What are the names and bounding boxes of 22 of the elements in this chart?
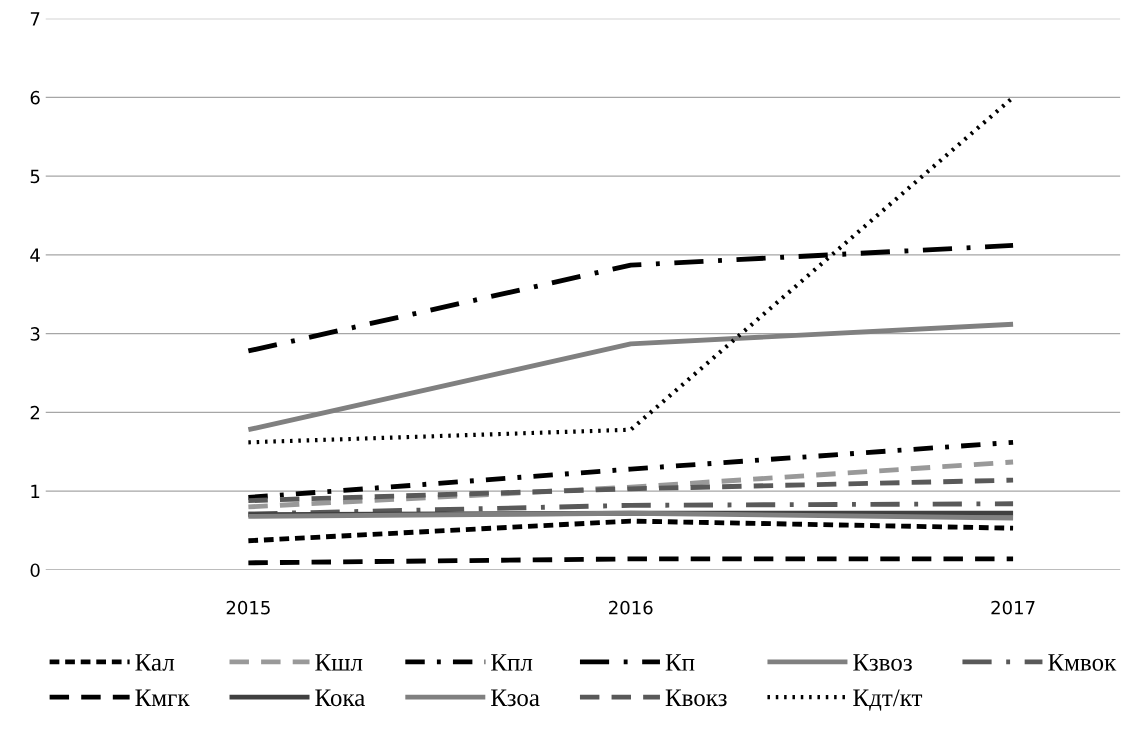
y-tick-label: 4 [30, 248, 40, 262]
legend-label: Кал [135, 654, 175, 671]
legend-label: Кока [315, 689, 365, 707]
legend-label: Кшл [315, 654, 363, 671]
legend-label: Кп [665, 654, 695, 671]
legend-label: Кпл [491, 654, 533, 671]
x-tick-label: 2017 [991, 600, 1035, 615]
y-tick-label: 3 [30, 327, 40, 341]
x-tick-label: 2015 [226, 600, 270, 615]
legend-label: Кмгк [135, 689, 190, 706]
y-tick-label: 7 [30, 12, 40, 26]
y-tick-label: 2 [30, 405, 40, 420]
y-tick-label: 0 [30, 563, 40, 578]
y-tick-label: 1 [31, 484, 40, 499]
legend-label: Кдт/кт [853, 689, 923, 711]
legend-label: Квокз [665, 689, 727, 707]
y-tick-label: 5 [30, 169, 40, 184]
legend-label: Кмвок [1048, 654, 1117, 671]
y-tick-label: 6 [30, 90, 40, 105]
x-tick-label: 2016 [609, 600, 653, 615]
legend-label: Кзоа [491, 689, 540, 707]
legend-label: Кзвоз [853, 654, 912, 671]
